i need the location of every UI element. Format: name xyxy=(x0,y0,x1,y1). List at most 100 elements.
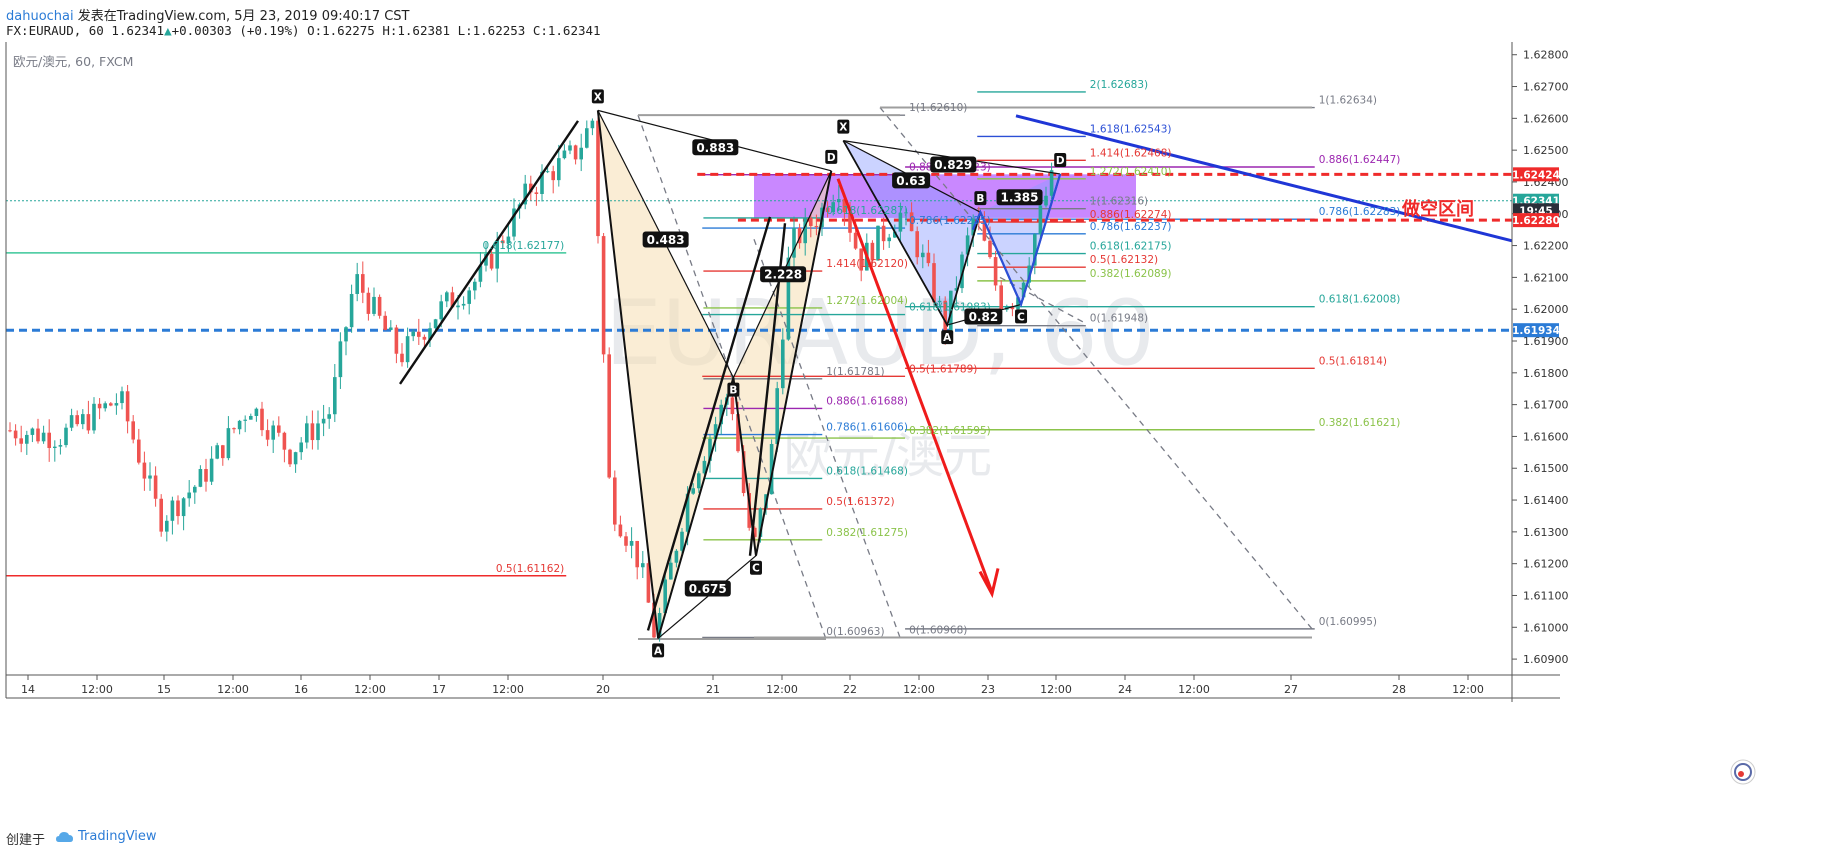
fib-level-label: 0(1.60995) xyxy=(1319,616,1377,628)
author-name[interactable]: dahuochai xyxy=(6,9,74,24)
pattern-point-badge xyxy=(1054,153,1067,168)
footer: 创建于 TradingView xyxy=(0,822,1828,852)
candle-body xyxy=(327,414,331,419)
fib-level-label: 1(1.61781) xyxy=(826,366,884,378)
publish-line: dahuochai 发表在TradingView.com, 5月 23, 201… xyxy=(6,5,410,24)
candle-body xyxy=(579,147,583,160)
settings-logo-icon[interactable] xyxy=(1730,759,1756,785)
candle-body xyxy=(92,403,96,431)
pattern-point-label: B xyxy=(729,385,737,397)
candle-body xyxy=(305,423,309,443)
time-axis[interactable]: 14 12:00 15 12:00 16 12:00 17 12:00 20 21 12:00 22 1… xyxy=(6,674,1560,699)
candle-body xyxy=(484,253,488,266)
candle-body xyxy=(333,377,337,415)
fib-level-label: 1.414(1.62120) xyxy=(826,258,908,270)
candle-body xyxy=(349,293,354,328)
candle-body xyxy=(590,120,595,129)
red-down-arrow xyxy=(836,178,994,593)
last-price: 1.62341 xyxy=(111,23,165,38)
candle-body xyxy=(775,388,779,444)
candle-body xyxy=(467,290,471,304)
candle-body xyxy=(887,237,891,242)
candle-body xyxy=(529,183,533,193)
fib-level-label: 1(1.62634) xyxy=(1319,95,1377,107)
candle-body xyxy=(450,292,455,308)
candle-body xyxy=(781,339,785,389)
pattern-point-badge xyxy=(652,643,665,658)
ratio-label: 1.385 xyxy=(1001,191,1039,205)
fib-level-label: 0.618(1.62177) xyxy=(483,240,565,252)
fib-level-label: 0.886(1.62274) xyxy=(1090,209,1172,221)
price-tick-label: 1.61200 xyxy=(1523,558,1569,571)
ratio-badge xyxy=(996,189,1043,206)
candle-body xyxy=(601,236,606,355)
candle-body xyxy=(204,469,208,482)
candle-body xyxy=(277,425,281,433)
candle-body xyxy=(557,158,561,181)
time-tick-label: 12:00 xyxy=(1178,683,1210,696)
ratio-badge xyxy=(684,580,731,597)
ratio-label: 0.829 xyxy=(934,158,972,172)
fib-level-label: 1(1.62316) xyxy=(1090,196,1148,208)
publish-info: 发表在TradingView.com, 5月 23, 2019 09:40:17… xyxy=(77,9,410,24)
candle-body xyxy=(837,199,841,203)
candle-body xyxy=(58,445,63,447)
candle-body xyxy=(741,451,746,494)
time-tick-label: 12:00 xyxy=(903,683,935,696)
candle-body xyxy=(697,473,701,489)
candle-body xyxy=(629,540,634,546)
candle-body xyxy=(999,285,1003,310)
candle-body xyxy=(786,257,791,340)
ratio-label: 0.675 xyxy=(689,582,727,596)
candle-body xyxy=(316,423,320,441)
candle-body xyxy=(1049,170,1054,196)
candle-body xyxy=(898,212,903,232)
fib-level-label: 1(1.62610) xyxy=(909,102,967,114)
candle-body xyxy=(221,445,225,459)
candle-body xyxy=(103,403,107,409)
price-tick-label: 1.61800 xyxy=(1523,367,1569,380)
candle-body xyxy=(501,240,505,244)
tradingview-brand-link[interactable]: TradingView xyxy=(78,829,157,844)
fib-level-label: 2(1.62683) xyxy=(1090,79,1148,91)
candle-body xyxy=(719,404,723,425)
candle-body xyxy=(226,428,231,459)
fib-level-label: 0.786(1.62255) xyxy=(909,215,991,227)
pattern-point-badge xyxy=(941,330,954,345)
fib-level-label: 1.618(1.62543) xyxy=(1090,123,1172,135)
candle-body xyxy=(1033,234,1037,266)
ratio-label: 0.63 xyxy=(896,174,926,188)
price-badge xyxy=(1513,167,1559,182)
candle-body xyxy=(814,225,819,228)
price-tick-label: 1.60900 xyxy=(1523,653,1569,666)
candle-body xyxy=(904,212,908,214)
candle-body xyxy=(260,408,264,431)
price-tick-label: 1.61600 xyxy=(1523,430,1569,443)
fib-level-label: 0.886(1.62447) xyxy=(1319,154,1401,166)
fib-level-label: 0(1.61948) xyxy=(1090,313,1148,325)
pattern-point-label: X xyxy=(594,91,602,103)
candle-body xyxy=(512,208,516,237)
candle-body xyxy=(562,150,567,159)
candle-body xyxy=(282,432,287,450)
ratio-label: 2.228 xyxy=(764,268,802,282)
candle-body xyxy=(691,488,695,494)
price-tick-label: 1.61000 xyxy=(1523,621,1569,634)
time-tick-label: 24 xyxy=(1118,683,1132,696)
candle-body xyxy=(641,563,645,568)
price-chart[interactable]: EURAUD, 60 欧元/澳元 0.618(1.62177)0.5(1.611… xyxy=(0,42,1828,822)
candle-body xyxy=(53,446,57,448)
candle-body xyxy=(25,434,29,444)
candle-body xyxy=(288,449,292,465)
candle-body xyxy=(926,252,931,264)
candle-body xyxy=(853,232,858,249)
candle-body xyxy=(624,536,628,546)
pattern-point-badge xyxy=(727,382,740,397)
ratio-badge xyxy=(964,308,1003,325)
candle-body xyxy=(8,430,12,432)
candle-body xyxy=(921,252,925,258)
time-tick-label: 12:00 xyxy=(766,683,798,696)
time-tick-label: 12:00 xyxy=(492,683,524,696)
candle-body xyxy=(831,202,835,213)
time-tick-label: 12:00 xyxy=(1040,683,1072,696)
